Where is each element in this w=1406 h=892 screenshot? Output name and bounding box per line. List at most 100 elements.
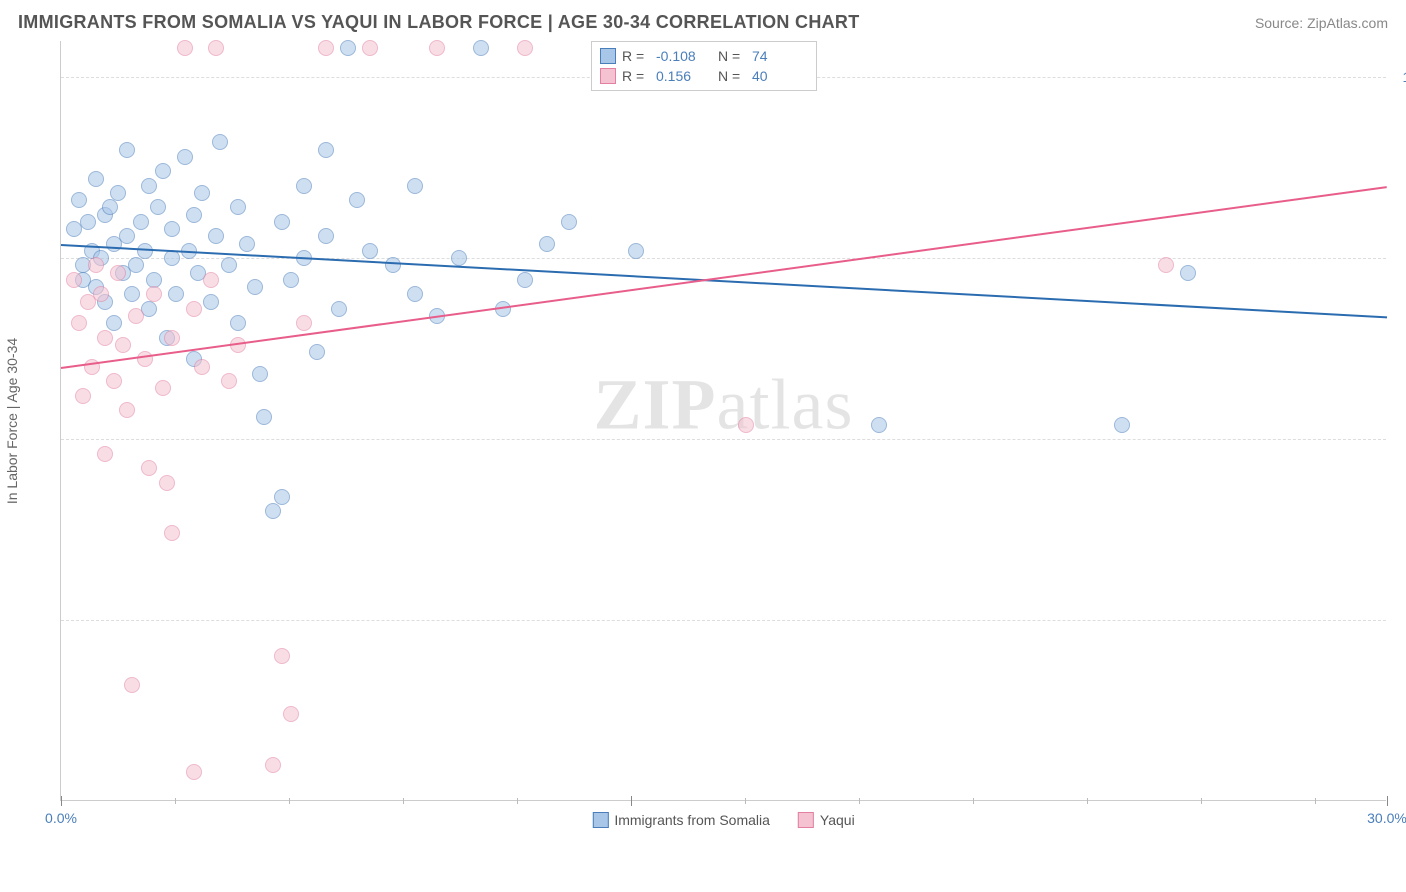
scatter-point: [164, 525, 180, 541]
legend-series-item: Yaqui: [798, 812, 855, 828]
scatter-point: [150, 199, 166, 215]
legend-correlation: R = -0.108 N = 74 R = 0.156 N = 40: [591, 41, 817, 91]
scatter-point: [71, 315, 87, 331]
legend-r-label: R =: [622, 68, 650, 84]
legend-series-label: Immigrants from Somalia: [614, 812, 770, 828]
y-tick-label: 75.0%: [1394, 431, 1406, 447]
scatter-point: [230, 199, 246, 215]
scatter-point: [349, 192, 365, 208]
gridline: [61, 439, 1386, 440]
y-tick-label: 100.0%: [1394, 69, 1406, 85]
scatter-point: [164, 250, 180, 266]
chart-header: IMMIGRANTS FROM SOMALIA VS YAQUI IN LABO…: [0, 0, 1406, 41]
legend-swatch: [798, 812, 814, 828]
x-tick-minor: [517, 798, 518, 804]
scatter-point: [221, 257, 237, 273]
scatter-point: [362, 243, 378, 259]
x-tick-minor: [175, 798, 176, 804]
scatter-point: [93, 286, 109, 302]
x-tick-major: [61, 796, 62, 806]
scatter-point: [88, 257, 104, 273]
gridline: [61, 620, 1386, 621]
scatter-point: [194, 185, 210, 201]
scatter-point: [141, 178, 157, 194]
scatter-point: [106, 373, 122, 389]
legend-n-label: N =: [718, 68, 746, 84]
scatter-point: [186, 301, 202, 317]
scatter-point: [110, 185, 126, 201]
scatter-point: [186, 764, 202, 780]
legend-r-value: 0.156: [656, 68, 712, 84]
scatter-point: [429, 40, 445, 56]
scatter-point: [119, 228, 135, 244]
scatter-point: [194, 359, 210, 375]
x-tick-label: 30.0%: [1367, 810, 1406, 826]
y-axis-label: In Labor Force | Age 30-34: [4, 338, 20, 504]
scatter-point: [296, 315, 312, 331]
scatter-point: [517, 272, 533, 288]
x-tick-minor: [403, 798, 404, 804]
scatter-point: [247, 279, 263, 295]
y-tick-label: 62.5%: [1394, 612, 1406, 628]
scatter-point: [318, 40, 334, 56]
scatter-point: [203, 294, 219, 310]
scatter-point: [110, 265, 126, 281]
x-tick-minor: [859, 798, 860, 804]
scatter-point: [155, 163, 171, 179]
scatter-point: [407, 178, 423, 194]
scatter-point: [177, 149, 193, 165]
x-tick-label: 0.0%: [45, 810, 77, 826]
watermark-light: atlas: [717, 365, 854, 445]
scatter-point: [265, 503, 281, 519]
scatter-point: [230, 315, 246, 331]
scatter-point: [517, 40, 533, 56]
scatter-point: [407, 286, 423, 302]
scatter-point: [80, 214, 96, 230]
scatter-point: [318, 142, 334, 158]
scatter-point: [1114, 417, 1130, 433]
x-tick-minor: [289, 798, 290, 804]
x-tick-minor: [1201, 798, 1202, 804]
scatter-point: [385, 257, 401, 273]
scatter-point: [159, 475, 175, 491]
gridline: [61, 258, 1386, 259]
scatter-point: [252, 366, 268, 382]
x-tick-minor: [745, 798, 746, 804]
scatter-point: [1158, 257, 1174, 273]
scatter-point: [331, 301, 347, 317]
legend-correlation-row: R = 0.156 N = 40: [600, 66, 808, 86]
legend-series-item: Immigrants from Somalia: [592, 812, 770, 828]
scatter-point: [628, 243, 644, 259]
scatter-point: [738, 417, 754, 433]
x-tick-major: [1387, 796, 1388, 806]
legend-series-label: Yaqui: [820, 812, 855, 828]
scatter-point: [102, 199, 118, 215]
scatter-point: [212, 134, 228, 150]
legend-swatch: [600, 48, 616, 64]
scatter-point: [1180, 265, 1196, 281]
scatter-point: [106, 315, 122, 331]
scatter-point: [124, 677, 140, 693]
scatter-point: [340, 40, 356, 56]
scatter-point: [283, 272, 299, 288]
legend-n-value: 74: [752, 48, 808, 64]
scatter-point: [133, 214, 149, 230]
legend-n-value: 40: [752, 68, 808, 84]
scatter-point: [221, 373, 237, 389]
legend-r-value: -0.108: [656, 48, 712, 64]
legend-n-label: N =: [718, 48, 746, 64]
y-tick-label: 87.5%: [1394, 250, 1406, 266]
chart-container: In Labor Force | Age 30-34 ZIPatlas R =-…: [18, 41, 1388, 801]
scatter-point: [283, 706, 299, 722]
plot-area: ZIPatlas R =-0.108N =74R =0.156N =40 Imm…: [60, 41, 1386, 801]
x-tick-major: [631, 796, 632, 806]
scatter-point: [265, 757, 281, 773]
scatter-point: [186, 207, 202, 223]
legend-series: Immigrants from Somalia Yaqui: [592, 812, 854, 828]
scatter-point: [97, 330, 113, 346]
scatter-point: [451, 250, 467, 266]
chart-title: IMMIGRANTS FROM SOMALIA VS YAQUI IN LABO…: [18, 12, 860, 33]
scatter-point: [203, 272, 219, 288]
scatter-point: [88, 171, 104, 187]
scatter-point: [71, 192, 87, 208]
